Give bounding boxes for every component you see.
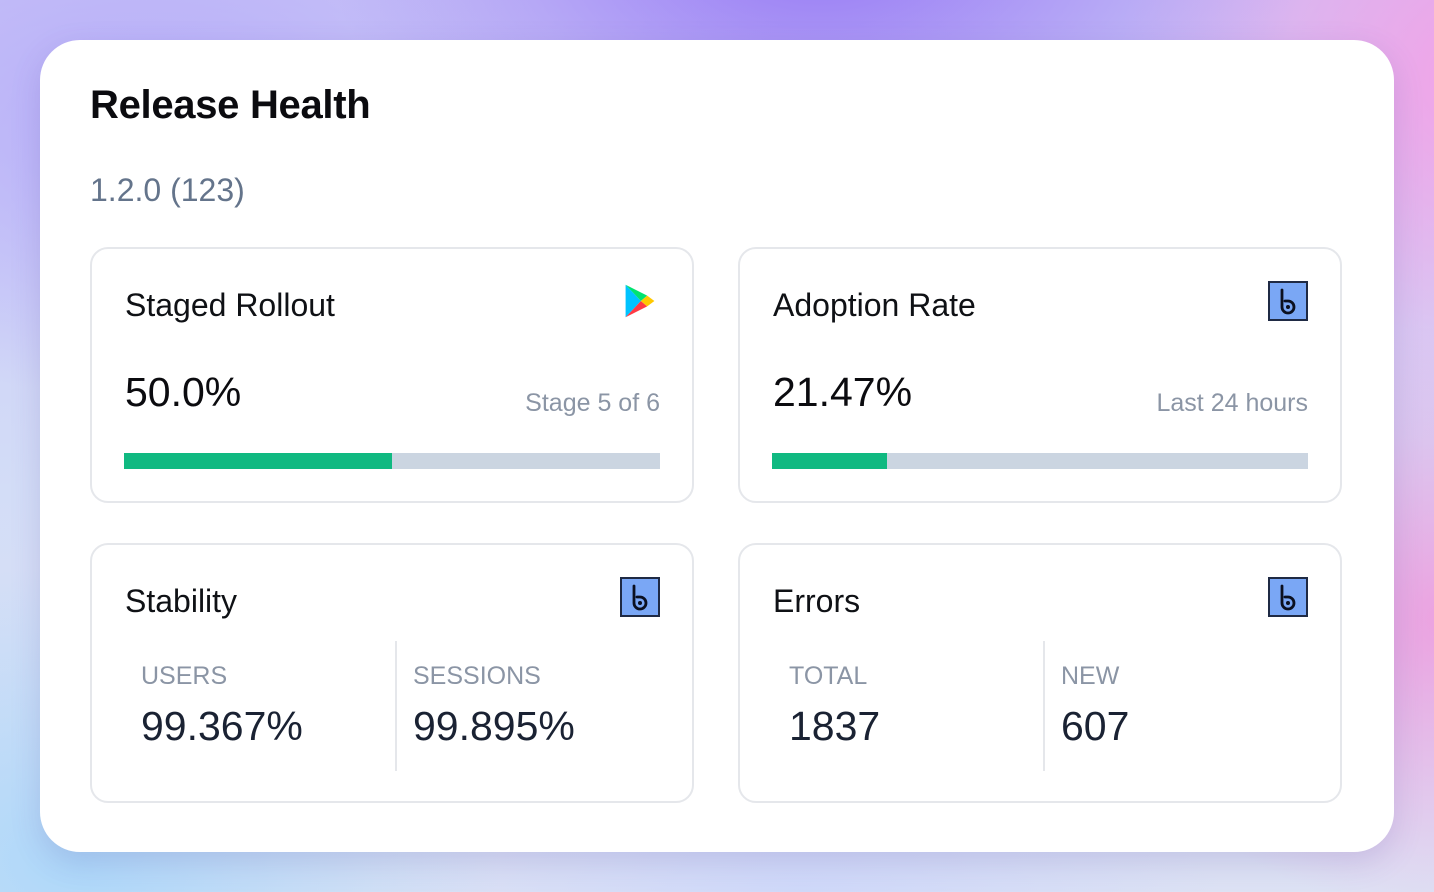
rollout-progress-bar — [124, 453, 660, 469]
card-title: Adoption Rate — [773, 287, 976, 323]
sessions-value: 99.895% — [413, 703, 575, 749]
staged-rollout-card[interactable]: Staged Rollout 50.0% Stage 5 of 6 — [90, 247, 694, 503]
bugsnag-icon — [1268, 281, 1308, 321]
release-health-panel: Release Health 1.2.0 (123) Staged Rollou… — [40, 40, 1394, 852]
stability-users-stat: USERS 99.367% — [141, 641, 303, 771]
stability-sessions-stat: SESSIONS 99.895% — [413, 641, 575, 771]
adoption-period-label: Last 24 hours — [1156, 389, 1309, 417]
total-value: 1837 — [789, 703, 881, 749]
card-title: Staged Rollout — [125, 287, 335, 323]
stability-card[interactable]: Stability USERS 99.367% SESSIONS 99.895% — [90, 543, 694, 803]
users-label: USERS — [141, 662, 228, 690]
version-label: 1.2.0 (123) — [90, 172, 245, 208]
adoption-progress-bar — [772, 453, 1308, 469]
bugsnag-icon — [620, 577, 660, 617]
sessions-label: SESSIONS — [413, 662, 541, 690]
bugsnag-icon — [1268, 577, 1308, 617]
stat-divider — [1043, 641, 1045, 771]
card-title: Errors — [773, 583, 861, 619]
google-play-icon — [625, 284, 655, 318]
errors-new-stat: NEW 607 — [1061, 641, 1129, 771]
users-value: 99.367% — [141, 703, 303, 749]
errors-card[interactable]: Errors TOTAL 1837 NEW 607 — [738, 543, 1342, 803]
rollout-percent: 50.0% — [125, 369, 242, 415]
page-title: Release Health — [90, 83, 371, 127]
errors-total-stat: TOTAL 1837 — [789, 641, 880, 771]
new-label: NEW — [1061, 662, 1120, 690]
rollout-stage-label: Stage 5 of 6 — [525, 389, 660, 417]
new-value: 607 — [1061, 703, 1130, 749]
adoption-rate-card[interactable]: Adoption Rate 21.47% Last 24 hours — [738, 247, 1342, 503]
adoption-progress-fill — [772, 453, 888, 469]
card-title: Stability — [125, 583, 238, 619]
adoption-percent: 21.47% — [773, 369, 913, 415]
rollout-progress-fill — [124, 453, 392, 469]
stat-divider — [395, 641, 397, 771]
total-label: TOTAL — [789, 662, 868, 690]
